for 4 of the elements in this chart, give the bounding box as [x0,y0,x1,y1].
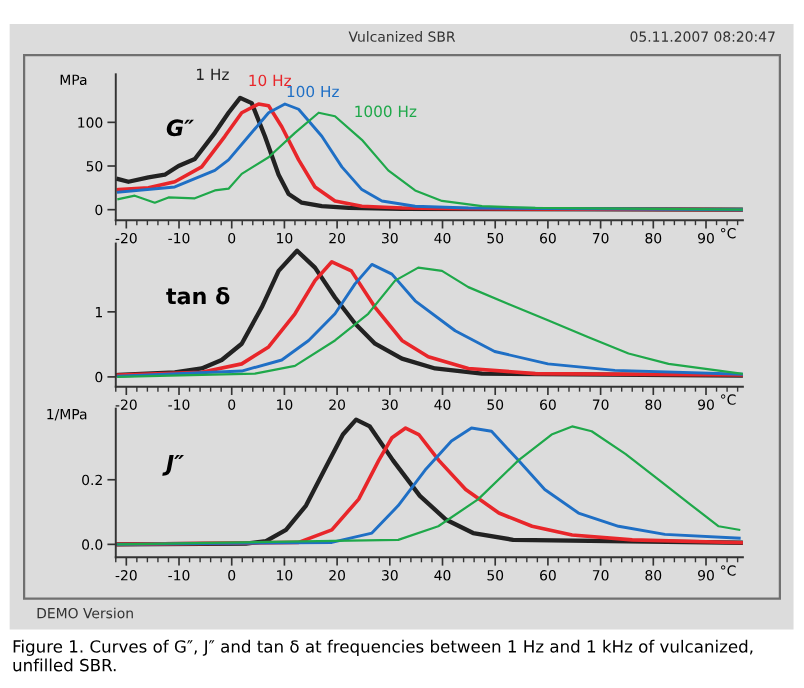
annotation: G″ [166,119,194,137]
caption: Figure 1. Curves of G″, J″ and tan δ at frequencies between 1 Hz and 1 kHz of vulcanized, unfilled SBR. [13,639,753,672]
annotation: J″ [162,455,184,476]
annotation: tan δ [166,287,230,305]
